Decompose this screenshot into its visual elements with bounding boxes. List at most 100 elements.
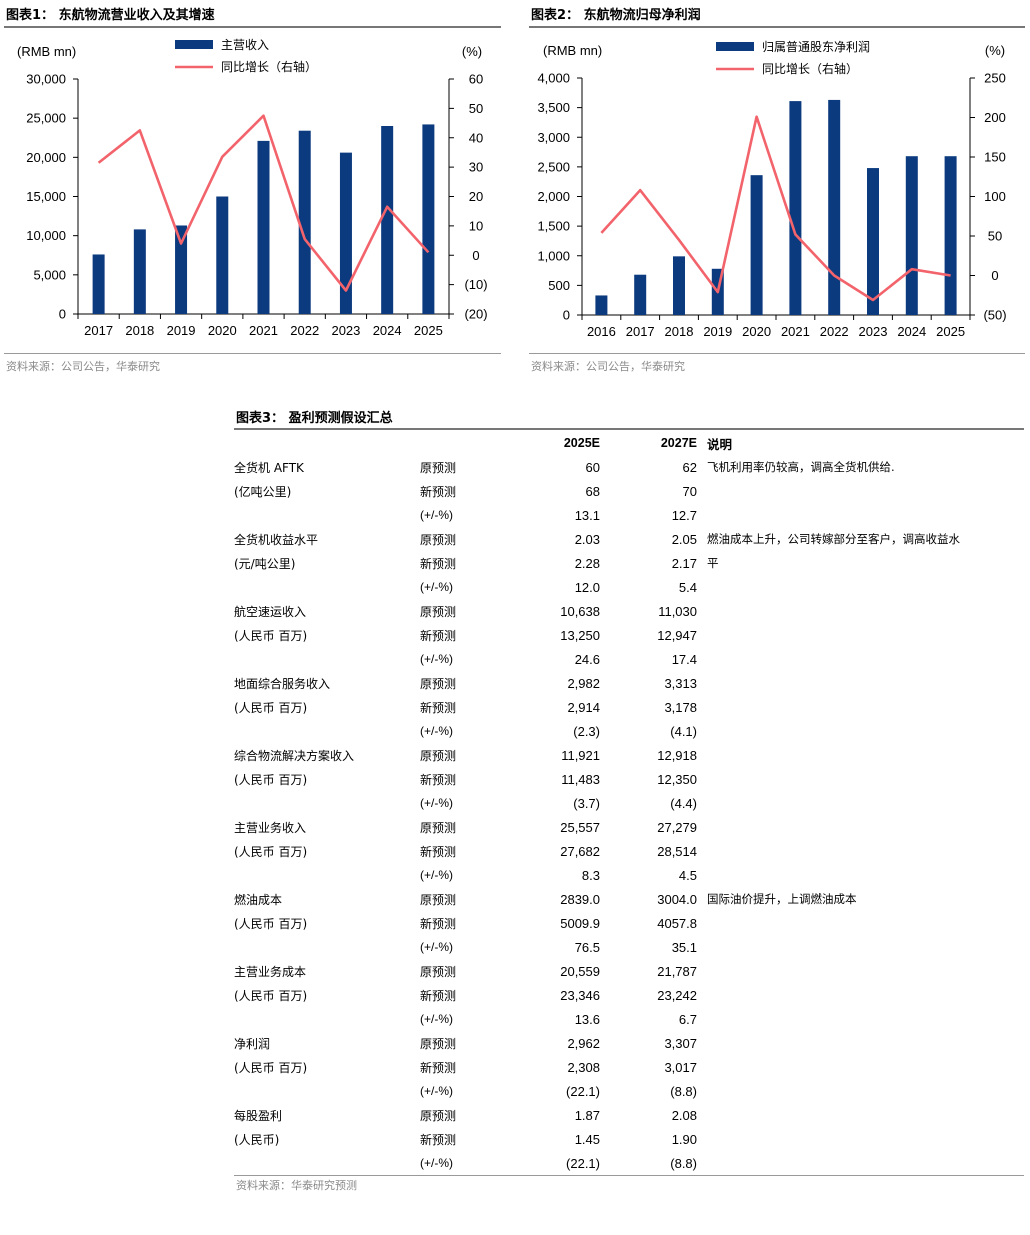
table-row: (+/-%) (22.1) (8.8) bbox=[234, 1151, 1024, 1176]
row-forecast-type: (+/-%) bbox=[420, 1012, 453, 1026]
row-note bbox=[697, 959, 1024, 983]
bar-2022 bbox=[298, 130, 311, 314]
table-row: (+/-%) 24.6 17.4 bbox=[234, 647, 1024, 671]
x-tick-label: 2020 bbox=[208, 323, 237, 338]
left-tick-label: 5,000 bbox=[33, 267, 66, 282]
x-tick-label: 2018 bbox=[125, 323, 154, 338]
row-value-2025e: 13.1 bbox=[574, 507, 600, 523]
bar-2025 bbox=[944, 156, 957, 315]
header-2027e: 2027E bbox=[660, 436, 697, 450]
row-item: 燃油成本 bbox=[234, 892, 283, 907]
row-item: 净利润 bbox=[234, 1036, 271, 1051]
bar-2021 bbox=[789, 101, 802, 315]
row-item bbox=[234, 1151, 420, 1176]
row-value-2025e: 5009.9 bbox=[560, 915, 600, 931]
right-tick-label: (20) bbox=[464, 307, 487, 322]
row-value-2027e: 3004.0 bbox=[657, 891, 697, 907]
right-tick-label: 250 bbox=[984, 71, 1006, 86]
row-value-2027e: 17.4 bbox=[671, 651, 697, 667]
row-value-2025e: 8.3 bbox=[581, 867, 600, 883]
row-value-2025e: 2.03 bbox=[574, 531, 600, 547]
table-row: (+/-%) (22.1) (8.8) bbox=[234, 1079, 1024, 1103]
left-tick-label: 0 bbox=[59, 307, 66, 322]
left-tick-label: 15,000 bbox=[26, 189, 66, 204]
row-item bbox=[234, 935, 420, 959]
y-axis-label: (RMB mn) bbox=[543, 43, 602, 58]
row-forecast-type: 原预测 bbox=[420, 604, 457, 619]
row-value-2027e: 6.7 bbox=[678, 1011, 697, 1027]
row-item bbox=[234, 791, 420, 815]
row-forecast-type: (+/-%) bbox=[420, 868, 453, 882]
row-note bbox=[697, 647, 1024, 671]
row-item: (元/吨公里) bbox=[234, 556, 296, 571]
row-note bbox=[697, 623, 1024, 647]
row-item bbox=[234, 575, 420, 599]
row-value-2027e: 2.17 bbox=[671, 555, 697, 571]
x-tick-label: 2020 bbox=[742, 324, 771, 339]
figure-1-top-rule bbox=[4, 26, 501, 28]
right-tick-label: 150 bbox=[984, 150, 1006, 165]
row-item: 全货机 AFTK bbox=[234, 460, 304, 475]
x-tick-label: 2024 bbox=[373, 323, 402, 338]
row-item: (亿吨公里) bbox=[234, 484, 292, 499]
row-note bbox=[697, 767, 1024, 791]
row-item: (人民币 百万) bbox=[234, 628, 308, 643]
x-tick-label: 2021 bbox=[249, 323, 278, 338]
table-row: 燃油成本 原预测 2839.0 3004.0 国际油价提升，上调燃油成本 bbox=[234, 887, 1024, 911]
x-tick-label: 2025 bbox=[936, 324, 965, 339]
row-value-2027e: 2.05 bbox=[671, 531, 697, 547]
table-row: (人民币 百万) 新预测 5009.9 4057.8 bbox=[234, 911, 1024, 935]
row-value-2025e: 76.5 bbox=[574, 939, 600, 955]
table-row: (人民币 百万) 新预测 2,308 3,017 bbox=[234, 1055, 1024, 1079]
x-tick-label: 2022 bbox=[290, 323, 319, 338]
bar-2024 bbox=[905, 156, 918, 315]
left-tick-label: 4,000 bbox=[537, 71, 570, 86]
row-note bbox=[697, 911, 1024, 935]
row-value-2027e: 12.7 bbox=[671, 507, 697, 523]
x-tick-label: 2024 bbox=[897, 324, 926, 339]
legend-bar-swatch bbox=[175, 40, 213, 49]
row-note: 飞机利用率仍较高，调高全货机供给. bbox=[707, 460, 895, 474]
bar-2020 bbox=[216, 196, 229, 314]
bar-2022 bbox=[828, 99, 841, 315]
row-value-2027e: 28,514 bbox=[657, 843, 697, 859]
row-value-2025e: 11,483 bbox=[561, 771, 600, 787]
x-tick-label: 2022 bbox=[820, 324, 849, 339]
row-forecast-type: 新预测 bbox=[420, 556, 457, 571]
figure-2-top-rule bbox=[529, 26, 1025, 28]
row-item: (人民币 百万) bbox=[234, 772, 308, 787]
row-value-2025e: 13.6 bbox=[574, 1011, 600, 1027]
net-profit-chart: 05001,0001,5002,0002,5003,0003,5004,000(… bbox=[537, 40, 1006, 339]
figure-3-top-rule bbox=[234, 428, 1024, 430]
x-tick-label: 2021 bbox=[781, 324, 810, 339]
row-item bbox=[234, 647, 420, 671]
row-value-2027e: 3,178 bbox=[664, 699, 697, 715]
bar-2019 bbox=[175, 225, 188, 314]
row-note bbox=[697, 791, 1024, 815]
right-tick-label: (10) bbox=[464, 277, 487, 292]
growth-line bbox=[600, 115, 951, 302]
x-tick-label: 2019 bbox=[167, 323, 196, 338]
row-note: 燃油成本上升，公司转嫁部分至客户，调高收益水 bbox=[707, 532, 960, 546]
row-note bbox=[697, 479, 1024, 503]
row-value-2025e: (2.3) bbox=[573, 723, 600, 739]
row-forecast-type: (+/-%) bbox=[420, 796, 453, 810]
table-row: 主营业务成本 原预测 20,559 21,787 bbox=[234, 959, 1024, 983]
row-value-2025e: 60 bbox=[585, 459, 600, 475]
row-note bbox=[697, 575, 1024, 599]
table-row: 地面综合服务收入 原预测 2,982 3,313 bbox=[234, 671, 1024, 695]
row-forecast-type: 原预测 bbox=[420, 532, 457, 547]
row-note bbox=[697, 503, 1024, 527]
row-note bbox=[697, 671, 1024, 695]
left-tick-label: 10,000 bbox=[26, 228, 66, 243]
row-value-2027e: 23,242 bbox=[657, 987, 697, 1003]
row-item bbox=[234, 1079, 420, 1103]
y2-axis-label: (%) bbox=[462, 44, 482, 59]
row-note bbox=[697, 863, 1024, 887]
row-value-2027e: (8.8) bbox=[600, 1151, 697, 1176]
bar-2024 bbox=[381, 126, 394, 314]
row-value-2025e: (22.1) bbox=[566, 1083, 600, 1099]
bar-2020 bbox=[750, 175, 763, 315]
row-value-2027e: 12,918 bbox=[657, 747, 697, 763]
x-tick-label: 2019 bbox=[703, 324, 732, 339]
